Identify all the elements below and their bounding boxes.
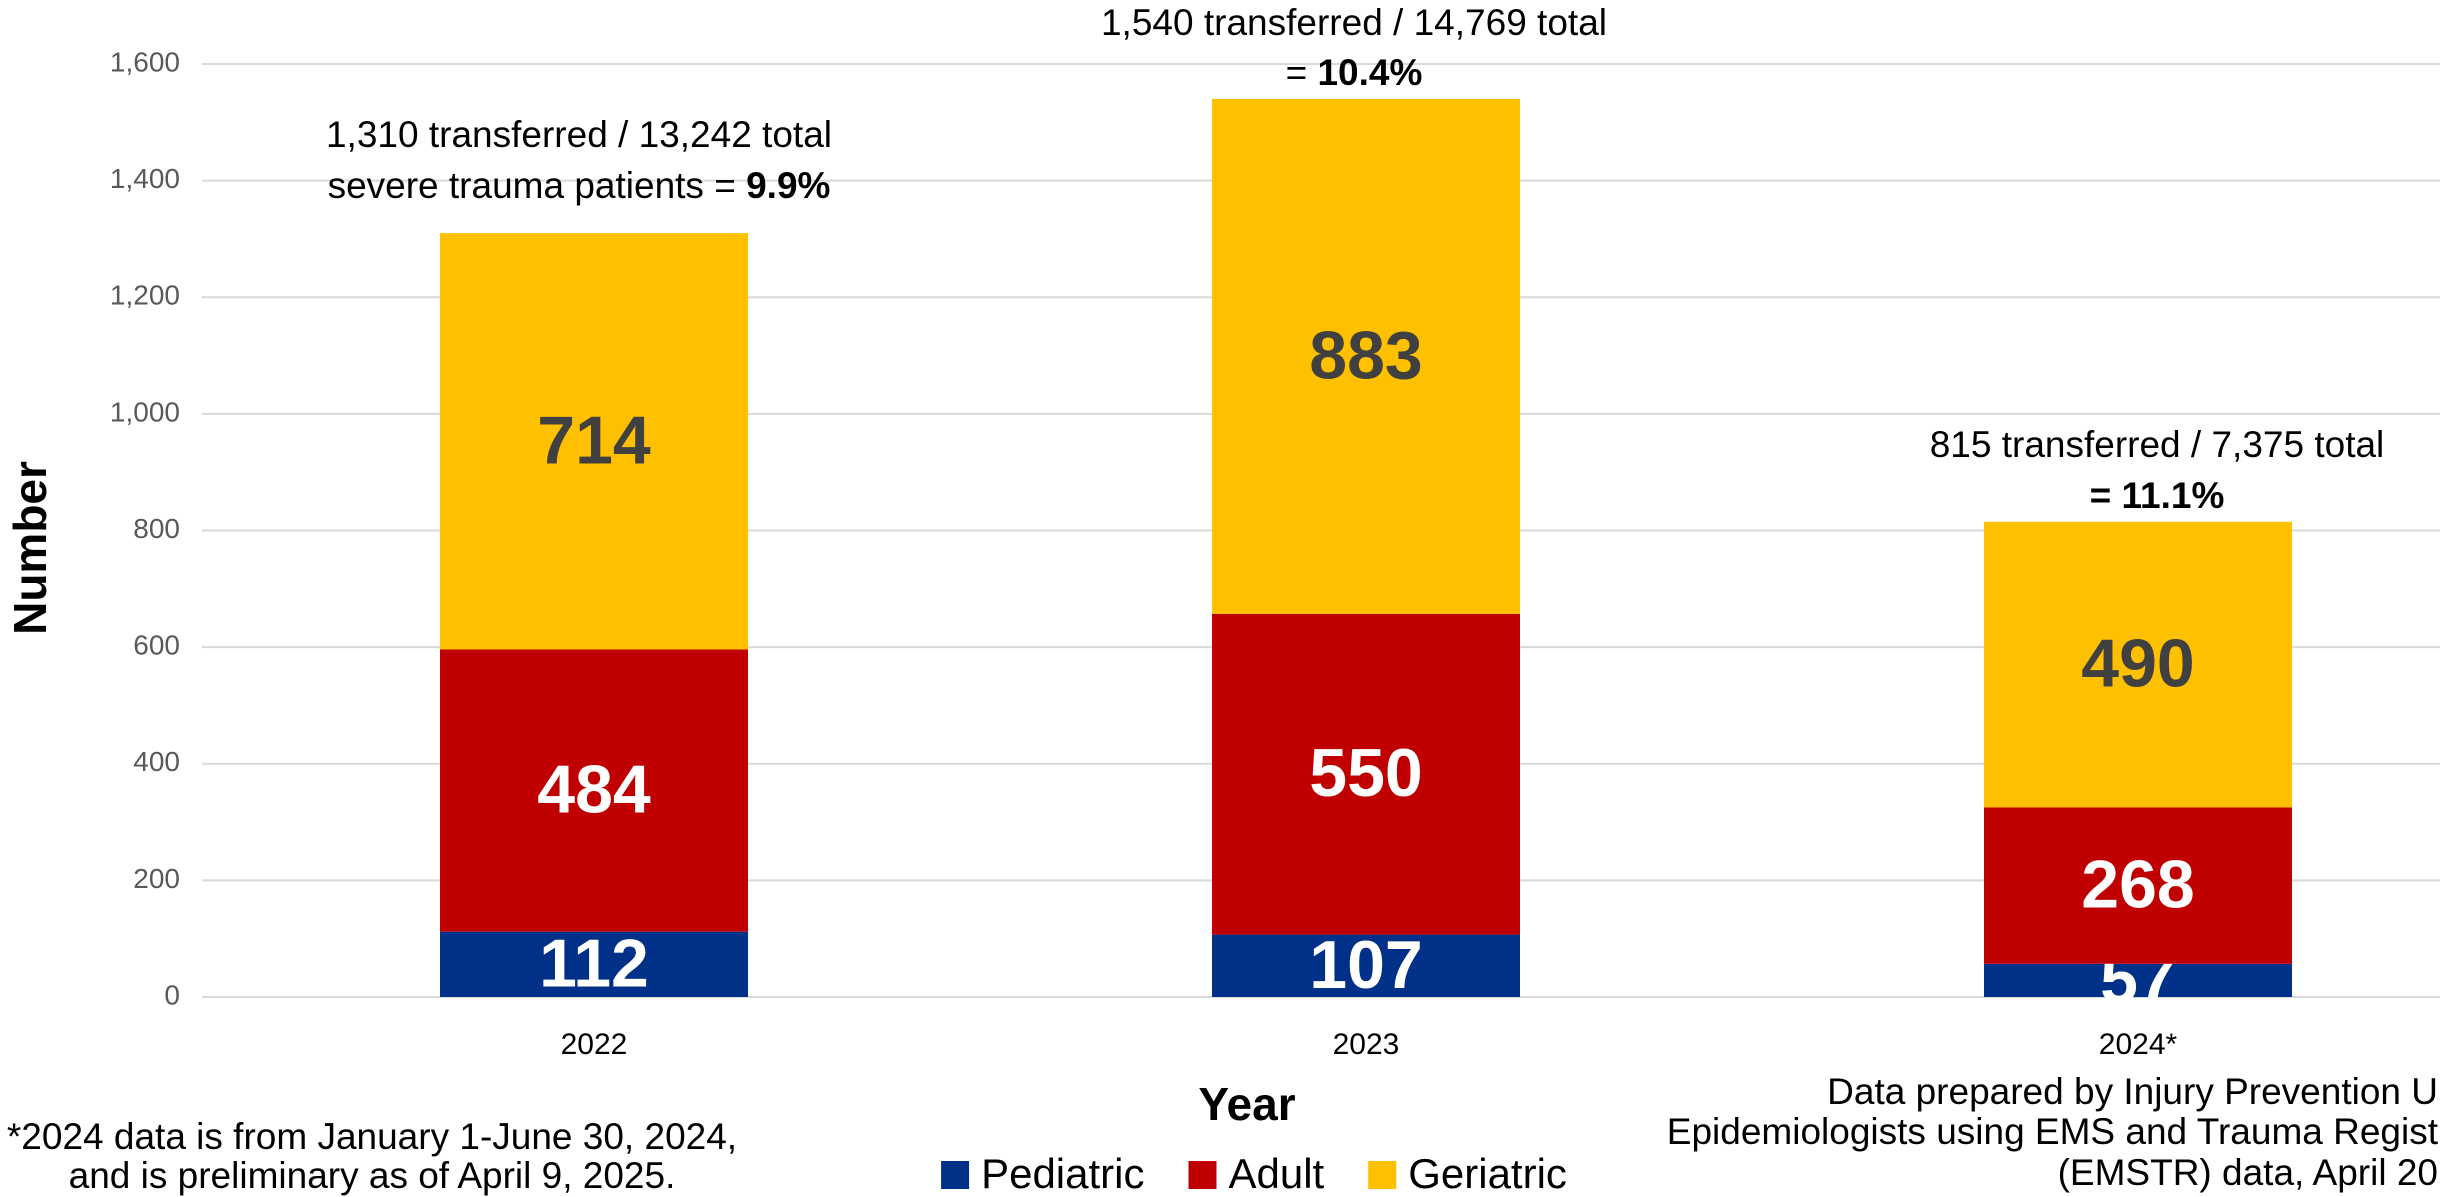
legend-label: Geriatric <box>1408 1150 1567 1197</box>
y-tick-label: 1,000 <box>110 396 180 427</box>
legend-swatch <box>1188 1161 1217 1189</box>
annotation-part: severe trauma patients = <box>328 165 747 206</box>
y-axis-label: Number <box>4 461 56 635</box>
y-tick-label: 1,600 <box>110 46 180 77</box>
legend-label: Pediatric <box>981 1150 1144 1197</box>
bar-segment <box>440 649 748 932</box>
x-tick-label: 2022 <box>561 1028 628 1061</box>
data-label: 268 <box>2081 847 2194 923</box>
bar-segment <box>1212 934 1520 997</box>
footnote: *2024 data is from January 1-June 30, 20… <box>7 1116 737 1157</box>
data-label: 714 <box>537 402 651 478</box>
y-tick-label: 0 <box>164 979 180 1010</box>
annotation: 1,540 transferred / 14,769 total <box>1101 2 1607 43</box>
data-label: 484 <box>537 752 651 828</box>
annotation: 1,310 transferred / 13,242 total <box>326 114 832 155</box>
bar-segment <box>1212 98 1520 614</box>
y-tick-label: 1,200 <box>110 280 180 311</box>
bar-segment <box>1212 613 1520 935</box>
annotation-part: 1,310 transferred / 13,242 total <box>326 114 832 155</box>
annotation: = 10.4% <box>1286 52 1423 93</box>
legend: Pediatric Adult Geriatric <box>941 1150 1567 1197</box>
y-tick-label: 800 <box>133 513 180 544</box>
bar-segment <box>440 233 748 650</box>
x-tick-label: 2024* <box>2099 1028 2178 1061</box>
annotation: 815 transferred / 7,375 total <box>1930 424 2385 465</box>
legend-label: Adult <box>1228 1150 1324 1197</box>
data-label: 112 <box>539 925 649 1001</box>
annotation-part: = 11.1% <box>2090 475 2225 516</box>
source-note: (EMSTR) data, April 20 <box>2058 1152 2438 1193</box>
data-label: 107 <box>1309 927 1422 1003</box>
source-note: Data prepared by Injury Prevention U <box>1827 1071 2438 1112</box>
x-tick-label: 2023 <box>1333 1028 1400 1061</box>
data-label: 490 <box>2081 626 2194 702</box>
annotation: severe trauma patients = 9.9% <box>328 165 831 206</box>
source-note: Epidemiologists using EMS and Trauma Reg… <box>1667 1111 2439 1152</box>
legend-swatch <box>941 1161 970 1189</box>
y-tick-label: 400 <box>133 746 180 777</box>
footnote: and is preliminary as of April 9, 2025. <box>69 1155 676 1196</box>
annotation-part: 815 transferred / 7,375 total <box>1930 424 2385 465</box>
y-tick-label: 600 <box>133 630 180 661</box>
data-label: 883 <box>1309 317 1422 393</box>
annotation-part: 9.9% <box>746 165 830 206</box>
data-label: 550 <box>1309 735 1422 811</box>
annotation-part: 1,540 transferred / 14,769 total <box>1101 2 1607 43</box>
annotation: = 11.1% <box>2090 475 2225 516</box>
annotation-part: = <box>1286 52 1318 93</box>
bar-segment <box>1984 521 2292 808</box>
y-tick-label: 1,400 <box>110 163 180 194</box>
annotation-part: 10.4% <box>1317 52 1422 93</box>
bar-segment <box>1984 807 2292 964</box>
bar-segment <box>440 931 748 997</box>
bar-segment <box>1984 963 2292 997</box>
x-axis-label: Year <box>1198 1078 1295 1130</box>
y-tick-label: 200 <box>133 863 180 894</box>
legend-swatch <box>1368 1161 1397 1189</box>
